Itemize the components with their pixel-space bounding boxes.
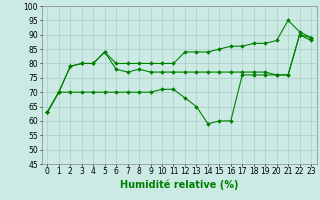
X-axis label: Humidité relative (%): Humidité relative (%)	[120, 179, 238, 190]
